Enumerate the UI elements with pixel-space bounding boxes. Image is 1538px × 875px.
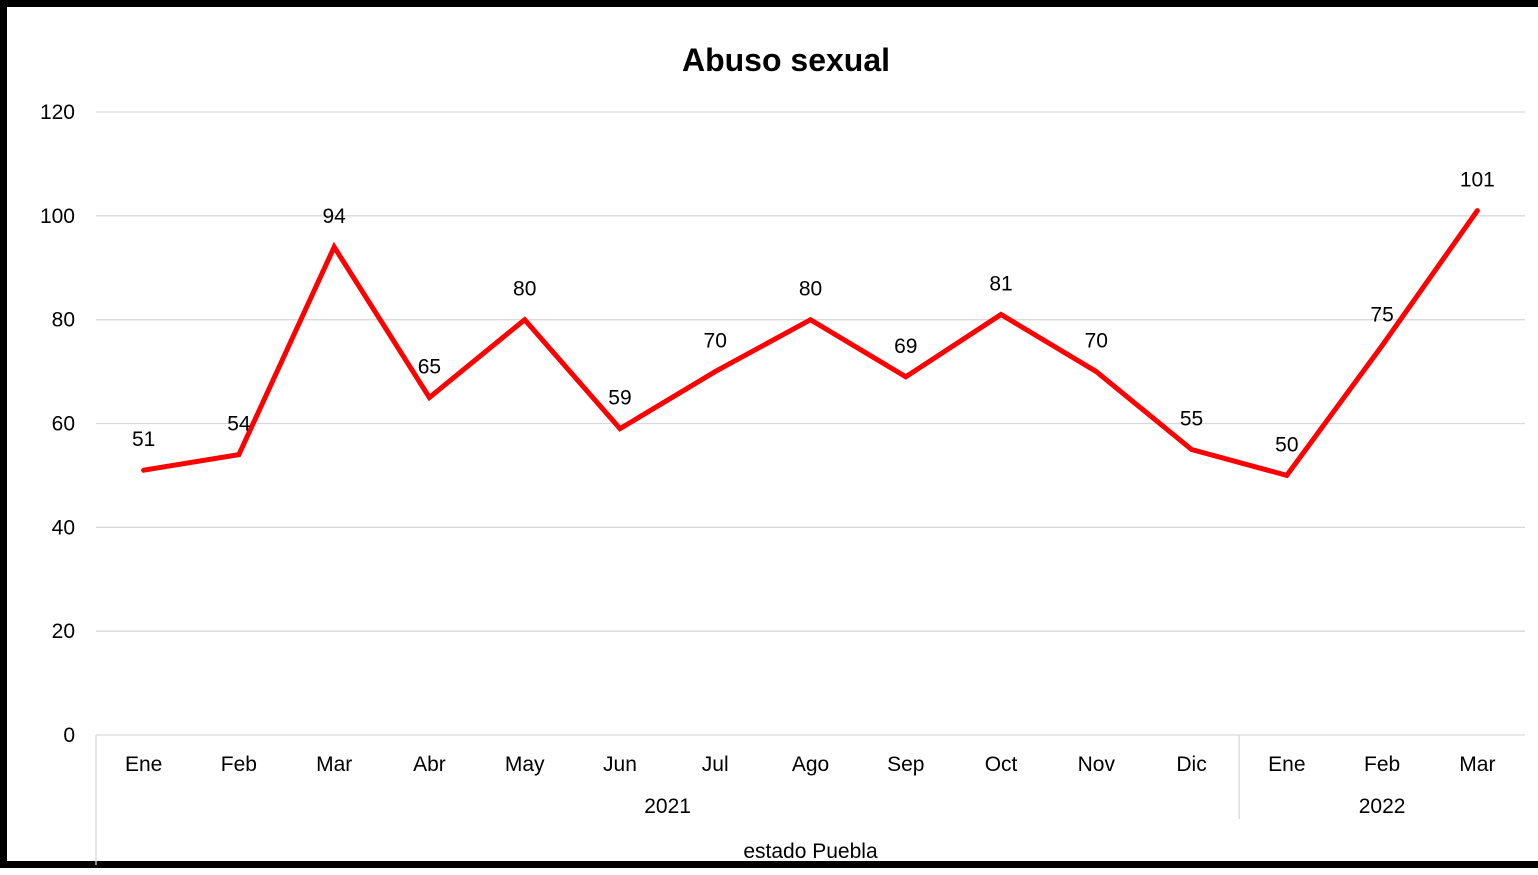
data-point [810,319,811,321]
year-group-label: 2021 [644,795,691,818]
data-point [428,397,430,399]
x-tick-label: Oct [985,753,1018,776]
data-label: 50 [1275,433,1298,456]
data-label: 70 [704,330,727,353]
data-point [1476,210,1478,212]
gridlines [96,111,1525,632]
y-tick-label: 100 [40,205,75,228]
line-chart: Ene Feb Mar Abr May Jun Jul Ago Sep Oct Nov Dic Ene F… [40,42,1525,865]
x-tick-label: Mar [1459,753,1495,776]
x-tick-label: Nov [1078,753,1116,776]
y-tick-label: 20 [52,620,75,643]
y-axis-ticks: 0 20 40 60 80 100 120 [40,101,75,747]
data-point [333,246,335,248]
category-axis: Ene Feb Mar Abr May Jun Jul Ago Sep Oct Nov Dic Ene F… [95,734,1525,865]
data-label: 69 [894,335,917,358]
data-point [905,376,907,378]
x-tick-label: Jul [702,753,729,776]
data-label: 59 [608,387,631,410]
x-tick-label: Ago [792,753,829,776]
data-label: 65 [418,356,441,379]
x-tick-label: Jun [603,753,637,776]
data-label: 51 [132,428,155,451]
x-tick-label: Feb [1364,753,1400,776]
year-group-label: 2022 [1359,795,1406,818]
y-tick-label: 120 [40,101,75,124]
data-label: 70 [1085,330,1108,353]
data-label: 94 [322,205,346,228]
x-tick-label: Abr [413,753,446,776]
data-labels: 51 54 94 65 80 59 70 80 69 81 70 55 50 75 101 [132,169,1495,457]
data-point [1095,371,1097,373]
outer-group-label: estado Puebla [743,840,878,863]
data-label: 54 [227,413,251,436]
data-label: 55 [1180,407,1203,430]
data-point [238,454,240,456]
data-label: 80 [799,278,822,301]
x-tick-label: Dic [1176,753,1206,776]
data-point [143,469,145,471]
y-tick-label: 40 [52,516,75,539]
x-tick-label: Ene [125,753,162,776]
data-point [1000,313,1002,315]
data-label: 75 [1370,304,1393,327]
data-point [714,371,716,373]
y-tick-label: 0 [63,724,75,747]
data-point [619,428,621,430]
data-label: 81 [989,272,1012,295]
data-point [1191,448,1193,450]
data-point [524,319,526,321]
x-tick-label: Sep [887,753,924,776]
y-tick-label: 80 [52,309,75,332]
series-layer [141,208,1480,479]
data-label: 80 [513,278,536,301]
x-tick-label: Feb [221,753,257,776]
data-label: 101 [1460,169,1495,192]
data-point [1381,345,1383,347]
data-point [1286,474,1288,476]
x-tick-label: Mar [316,753,352,776]
chart-title: Abuso sexual [682,42,890,78]
y-tick-label: 60 [52,413,75,436]
x-tick-label: May [505,753,545,776]
x-tick-label: Ene [1268,753,1305,776]
